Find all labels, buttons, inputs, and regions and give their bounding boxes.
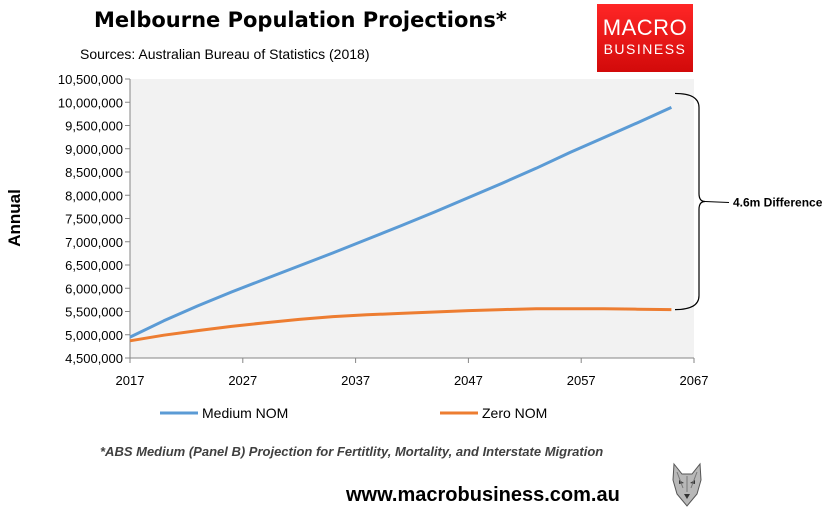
y-tick-label: 7,000,000 (65, 235, 123, 250)
y-tick-label: 4,500,000 (65, 351, 123, 366)
logo-line-macro: MACRO (602, 15, 688, 40)
y-tick-label: 9,000,000 (65, 142, 123, 157)
y-tick-label: 6,500,000 (65, 258, 123, 273)
annotation-label: 4.6m Difference (733, 196, 823, 210)
macrobusiness-logo: MACRO BUSINESS (597, 4, 693, 72)
y-tick-label: 10,500,000 (58, 72, 123, 87)
legend-label: Medium NOM (202, 405, 288, 421)
chart-subtitle: Sources: Australian Bureau of Statistics… (80, 46, 370, 62)
x-tick-label: 2067 (680, 373, 709, 388)
y-tick-label: 7,500,000 (65, 212, 123, 227)
chart-title: Melbourne Population Projections* (94, 8, 507, 32)
y-tick-label: 6,000,000 (65, 281, 123, 296)
y-tick-label: 5,500,000 (65, 305, 123, 320)
wolf-mascot-icon (668, 460, 706, 508)
y-tick-label: 5,000,000 (65, 328, 123, 343)
x-tick-label: 2017 (116, 373, 145, 388)
legend-label: Zero NOM (482, 405, 547, 421)
y-axis-title: Annual (5, 189, 24, 247)
y-tick-label: 8,500,000 (65, 165, 123, 180)
logo-line-business: BUSINESS (603, 41, 687, 57)
y-tick-label: 10,000,000 (58, 95, 123, 110)
x-tick-label: 2037 (341, 373, 370, 388)
website-url[interactable]: www.macrobusiness.com.au (346, 484, 620, 506)
x-tick-label: 2027 (228, 373, 257, 388)
series-line-medium-nom (129, 106, 673, 339)
series-line-zero-nom (129, 307, 672, 343)
y-tick-label: 9,500,000 (65, 119, 123, 134)
population-chart: 4,500,000 5,000,000 5,500,000 6,000,000 6,50… (5, 72, 823, 421)
plot-area (130, 79, 694, 358)
footnote: *ABS Medium (Panel B) Projection for Fer… (100, 444, 604, 459)
x-tick-label: 2057 (567, 373, 596, 388)
x-tick-label: 2047 (454, 373, 483, 388)
difference-brace (674, 92, 706, 311)
annotation-leader-line (704, 201, 730, 204)
y-tick-label: 8,000,000 (65, 188, 123, 203)
